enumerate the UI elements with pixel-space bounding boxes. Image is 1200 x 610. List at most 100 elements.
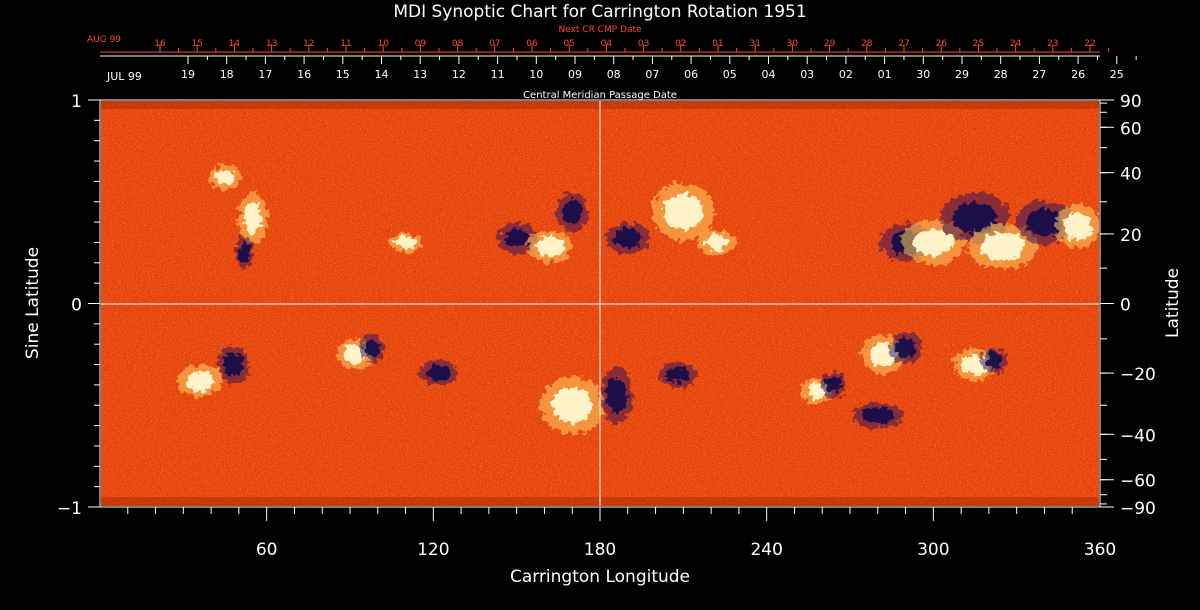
- next-cr-date-label: 22: [1084, 39, 1095, 49]
- next-cr-date-label: 13: [266, 39, 277, 49]
- y-axis-right: 90 60 40 20 0 −20 −40 −60 −90: [1100, 92, 1156, 519]
- cmp-date-label: 19: [181, 68, 195, 81]
- cmp-date-label: 12: [452, 68, 466, 81]
- next-cr-date-label: 06: [526, 39, 538, 49]
- chart-title: MDI Synoptic Chart for Carrington Rotati…: [393, 2, 806, 22]
- cmp-date-label: 14: [375, 68, 389, 81]
- active-region: [552, 387, 593, 424]
- cmp-date-label: 13: [413, 68, 427, 81]
- next-cr-date-label: 15: [191, 39, 202, 49]
- y-axis-left: 1 0 −1: [57, 92, 100, 519]
- next-cr-date-label: 12: [303, 39, 314, 49]
- active-region: [215, 169, 235, 186]
- next-cr-date-label: 10: [377, 39, 389, 49]
- cmp-date-label: 15: [336, 68, 350, 81]
- next-cr-axis: Next CR CMP Date AUG 99 16 15 14 13 12 11 10 09…: [87, 25, 1110, 53]
- cmp-date-label: 27: [1032, 68, 1046, 81]
- active-region: [980, 232, 1025, 261]
- cmp-date-label: 29: [955, 68, 969, 81]
- cmp-date-axis: JUL 99 19 18 17 16 15 14 13 12 11 10 09 08 07 06 05 04 0…: [100, 55, 1137, 101]
- active-region: [1063, 212, 1092, 241]
- cmp-date-label: 28: [994, 68, 1008, 81]
- cmp-date-label: 30: [916, 68, 930, 81]
- next-cr-month-label: AUG 99: [87, 35, 121, 45]
- active-region: [913, 228, 954, 257]
- x-axis-label: Carrington Longitude: [510, 567, 690, 587]
- y-axis-right-label: Latitude: [1163, 268, 1183, 338]
- next-cr-date-label: 01: [712, 39, 723, 49]
- next-cr-date-label: 16: [154, 39, 166, 49]
- next-cr-date-label: 29: [824, 39, 836, 49]
- next-cr-date-label: 08: [452, 39, 464, 49]
- y-right-tick-label: −20: [1120, 365, 1156, 385]
- cmp-date-label: 02: [839, 68, 853, 81]
- next-cr-date-label: 26: [935, 39, 947, 49]
- cmp-date-label: 16: [297, 68, 311, 81]
- active-region: [238, 242, 251, 263]
- cmp-date-label: 07: [645, 68, 659, 81]
- next-cr-date-label: 02: [675, 39, 686, 49]
- cmp-date-label: 01: [878, 68, 892, 81]
- x-axis: 60 120 180 240 300 360: [127, 507, 1116, 560]
- cmp-date-label: 17: [258, 68, 272, 81]
- active-region: [861, 407, 894, 424]
- cmp-month-label: JUL 99: [106, 70, 142, 83]
- next-cr-date-label: 07: [489, 39, 500, 49]
- active-region: [663, 193, 704, 230]
- y-right-tick-label: −90: [1120, 499, 1156, 519]
- next-cr-date-label: 11: [340, 39, 351, 49]
- next-cr-date-label: 27: [898, 39, 909, 49]
- y-right-tick-label: 0: [1120, 296, 1131, 316]
- active-region: [986, 352, 1003, 369]
- cmp-axis-label: Central Meridian Passage Date: [523, 90, 677, 101]
- next-cr-date-label: 05: [563, 39, 574, 49]
- y-right-tick-label: −60: [1120, 472, 1156, 492]
- y-right-tick-label: −40: [1120, 426, 1156, 446]
- next-cr-date-label: 24: [1010, 39, 1022, 49]
- y-left-tick-label: −1: [57, 499, 82, 519]
- cmp-date-label: 09: [568, 68, 582, 81]
- next-cr-date-label: 04: [601, 39, 613, 49]
- active-region: [243, 202, 262, 235]
- active-region: [364, 340, 381, 357]
- cmp-date-label: 10: [529, 68, 543, 81]
- next-cr-date-label: 31: [749, 39, 760, 49]
- y-right-tick-label: 40: [1120, 165, 1142, 185]
- y-right-tick-label: 60: [1120, 119, 1142, 139]
- cmp-date-label: 04: [762, 68, 776, 81]
- active-region: [223, 352, 244, 377]
- y-axis-left-label: Sine Latitude: [23, 247, 43, 359]
- y-left-tick-label: 0: [71, 296, 82, 316]
- next-cr-date-label: 28: [861, 39, 873, 49]
- active-region: [895, 338, 916, 359]
- cmp-date-label: 18: [220, 68, 234, 81]
- x-tick-label: 240: [750, 540, 782, 560]
- x-tick-label: 60: [256, 540, 278, 560]
- active-region: [825, 376, 842, 393]
- x-tick-label: 120: [417, 540, 449, 560]
- x-tick-label: 360: [1084, 540, 1116, 560]
- x-tick-label: 300: [917, 540, 949, 560]
- y-left-tick-label: 1: [71, 92, 82, 112]
- cmp-date-label: 25: [1110, 68, 1124, 81]
- next-cr-date-label: 23: [1047, 39, 1058, 49]
- cmp-date-label: 05: [723, 68, 737, 81]
- next-cr-date-label: 03: [638, 39, 649, 49]
- next-cr-axis-label: Next CR CMP Date: [558, 25, 642, 35]
- next-cr-date-label: 30: [787, 39, 799, 49]
- cmp-date-label: 26: [1071, 68, 1085, 81]
- y-right-tick-label: 90: [1120, 92, 1142, 112]
- active-region: [504, 228, 529, 249]
- cmp-date-label: 06: [684, 68, 698, 81]
- active-region: [704, 234, 729, 251]
- active-region: [1026, 208, 1063, 237]
- magnetogram-map: [101, 101, 1099, 506]
- active-region: [613, 228, 642, 249]
- active-region: [953, 202, 997, 235]
- cmp-date-label: 03: [800, 68, 814, 81]
- next-cr-date-label: 14: [229, 39, 241, 49]
- y-right-tick-label: 20: [1120, 226, 1142, 246]
- active-region: [665, 366, 690, 383]
- active-region: [562, 199, 583, 224]
